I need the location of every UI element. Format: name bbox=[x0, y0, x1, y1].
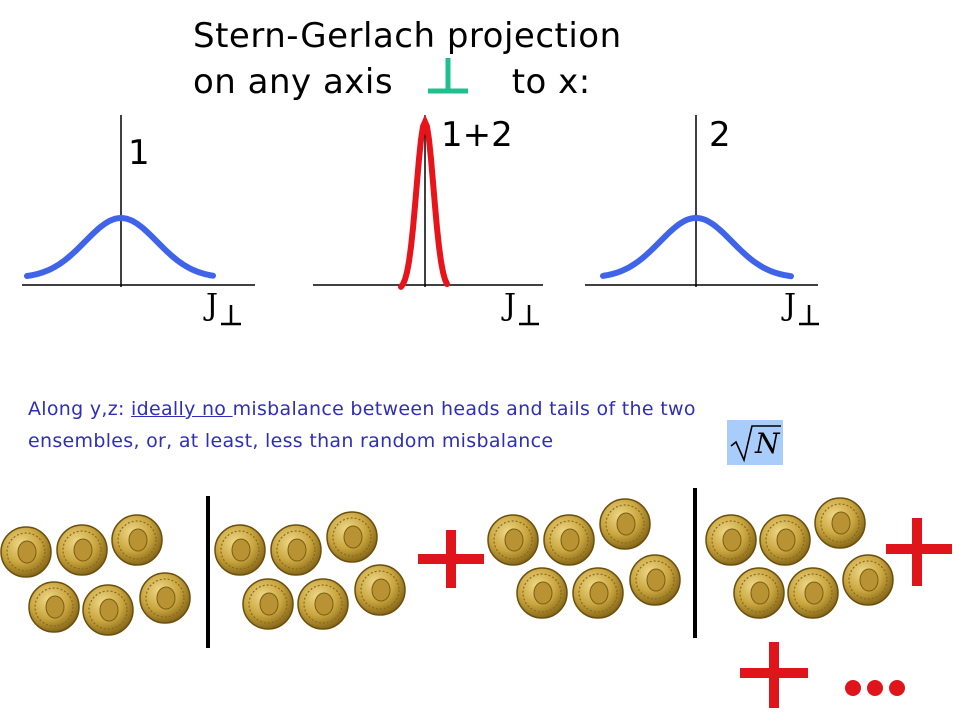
perpendicular-icon bbox=[221, 305, 241, 326]
coin-icon bbox=[733, 567, 785, 619]
caption-line-1-a: Along y,z: bbox=[28, 398, 132, 420]
plot-1 bbox=[22, 115, 255, 287]
coin-icon bbox=[111, 514, 163, 566]
perpendicular-icon bbox=[428, 58, 468, 94]
title-line-2: on any axis to x: bbox=[193, 62, 591, 102]
caption-line-1-b: misbalance between heads and tails of th… bbox=[232, 398, 696, 420]
coin-icon bbox=[139, 572, 191, 624]
coin-groups bbox=[0, 497, 894, 636]
sqrt-symbol-icon bbox=[730, 425, 781, 463]
coin-icon bbox=[814, 497, 866, 549]
coin-icon bbox=[82, 584, 134, 636]
title-line-1: Stern-Gerlach projection bbox=[193, 16, 622, 56]
sqrt-n-box: N bbox=[727, 420, 783, 465]
plus-icon bbox=[740, 642, 808, 708]
coin-icon bbox=[705, 514, 757, 566]
coin-icon bbox=[629, 554, 681, 606]
coin-icon bbox=[842, 554, 894, 606]
coin-icon bbox=[787, 567, 839, 619]
coin-icon bbox=[242, 578, 294, 630]
coin-icon bbox=[214, 524, 266, 576]
coin-icon bbox=[326, 511, 378, 563]
coin-icon bbox=[599, 498, 651, 550]
plot-3 bbox=[585, 115, 818, 287]
coin-icon bbox=[487, 514, 539, 566]
plot-2-curve bbox=[398, 114, 450, 290]
sqrt-n-label: N bbox=[755, 427, 780, 460]
plot-3-label: 2 bbox=[709, 115, 731, 155]
plot-2-axis-label: J bbox=[504, 288, 517, 323]
caption-line-1: Along y,z: ideally no misbalance between… bbox=[28, 398, 696, 420]
caption-line-2: ensembles, or, at least, less than rando… bbox=[28, 430, 554, 452]
plot-2-label: 1+2 bbox=[441, 115, 513, 155]
plot-1-label: 1 bbox=[128, 133, 150, 173]
title-line-2-prefix: on any axis bbox=[193, 62, 394, 102]
caption-underlined: ideally no bbox=[131, 398, 233, 420]
ellipsis-dots-icon bbox=[845, 680, 905, 696]
plot-1-axis-label: J bbox=[206, 288, 219, 323]
coin-icon bbox=[297, 578, 349, 630]
perpendicular-icon bbox=[519, 305, 539, 326]
coin-icon bbox=[0, 526, 52, 578]
coin-icon bbox=[56, 524, 108, 576]
coin-icon bbox=[270, 524, 322, 576]
title-line-2-suffix: to x: bbox=[511, 62, 591, 102]
plus-icon bbox=[886, 518, 952, 586]
coin-icon bbox=[543, 514, 595, 566]
plot-2 bbox=[313, 114, 543, 290]
plus-icon bbox=[418, 530, 484, 588]
coin-icon bbox=[572, 567, 624, 619]
plot-3-axis-label: J bbox=[784, 288, 797, 323]
coin-icon bbox=[516, 567, 568, 619]
plot-1-curve bbox=[24, 214, 216, 279]
plot-3-curve bbox=[600, 215, 794, 280]
coin-icon bbox=[354, 564, 406, 616]
coin-icon bbox=[28, 581, 80, 633]
perpendicular-icon bbox=[799, 305, 819, 326]
coin-icon bbox=[759, 514, 811, 566]
